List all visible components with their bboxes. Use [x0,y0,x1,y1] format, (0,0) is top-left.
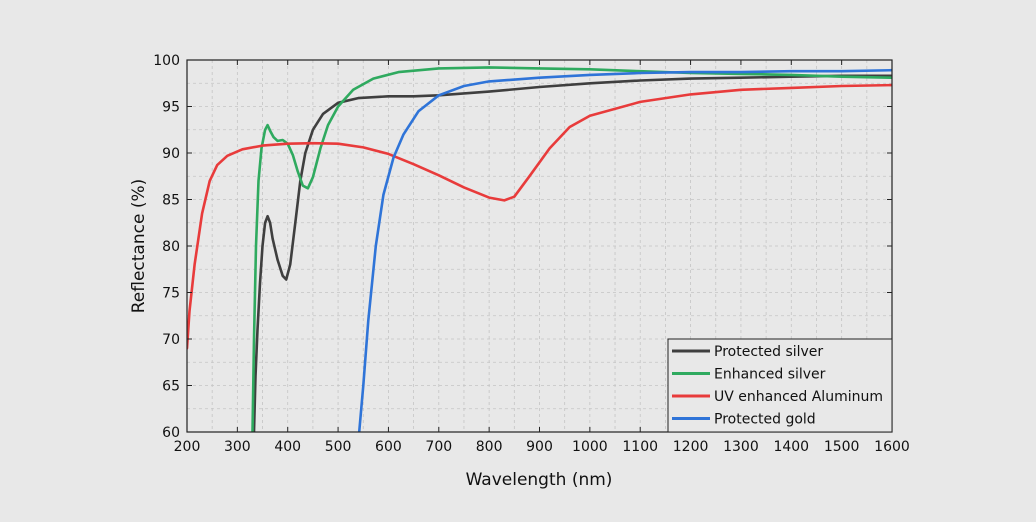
y-tick-label: 90 [162,146,180,162]
y-tick-label: 70 [162,332,180,348]
y-axis-title: Reflectance (%) [129,179,149,314]
legend-entry: Protected gold [714,412,816,428]
x-tick-label: 800 [476,439,503,455]
axis-ticks: 200 300 400 500 600 700 800 900 1000 1100 1200 1300… [153,53,910,455]
x-tick-label: 1000 [572,439,608,455]
y-tick-label: 75 [162,286,180,302]
x-tick-label: 1300 [723,439,759,455]
x-tick-label: 600 [375,439,402,455]
x-tick-label: 1500 [824,439,860,455]
series-line-enhanced-silver [251,66,892,432]
y-tick-label: 60 [162,425,180,441]
grid [187,60,892,432]
series-line-uv-enhanced-aluminum [187,83,892,350]
x-tick-label: 700 [425,439,452,455]
x-tick-label: 200 [174,439,201,455]
series-line-protected-gold [357,68,892,432]
x-tick-label: 300 [224,439,251,455]
x-tick-label: 1100 [622,439,658,455]
legend-entry: UV enhanced Aluminum [714,389,883,405]
legend: Protected silver Enhanced silver UV enhanc… [667,338,893,433]
x-tick-label: 1600 [874,439,910,455]
legend-box [667,338,893,433]
y-tick-label: 95 [162,100,180,116]
x-tick-label: 400 [274,439,301,455]
x-tick-label: 900 [526,439,553,455]
y-tick-label: 80 [162,239,180,255]
x-tick-label: 1400 [773,439,809,455]
y-tick-label: 100 [153,53,180,69]
y-tick-label: 65 [162,379,180,395]
x-tick-label: 1200 [673,439,709,455]
series-lines [187,66,892,432]
x-tick-label: 500 [325,439,352,455]
y-tick-label: 85 [162,193,180,209]
x-axis-title: Wavelength (nm) [466,470,613,490]
legend-entry: Protected silver [714,344,823,360]
series-line-protected-silver [252,74,892,432]
legend-entry: Enhanced silver [714,367,826,383]
